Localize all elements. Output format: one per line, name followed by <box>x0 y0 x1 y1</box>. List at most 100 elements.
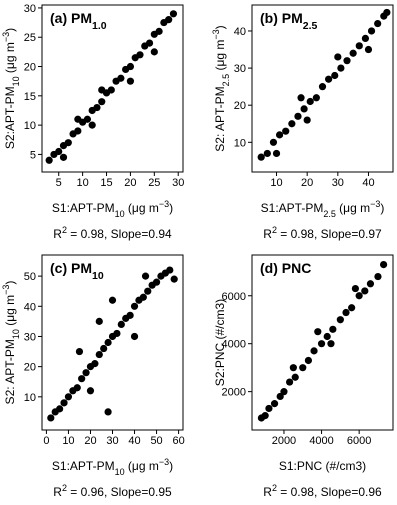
y-tick-label: 5 <box>30 149 36 161</box>
x-axis-label: S1:PNC (#/cm3) <box>279 459 366 473</box>
plot-frame <box>41 4 184 173</box>
y-axis-label-part: S2: APT-PM <box>3 339 17 404</box>
stats-label: R2 = 0.98, Slope=0.96 <box>263 483 382 499</box>
point <box>323 332 331 341</box>
point <box>91 360 99 368</box>
x-tick-label: 10 <box>270 177 282 189</box>
x-axis-label-part: (μg m <box>125 459 159 473</box>
stats-label-part: = 0.98, Slope=0.94 <box>67 227 172 241</box>
point <box>45 156 53 164</box>
y-axis-label-part: ) <box>3 28 17 32</box>
point <box>367 27 376 35</box>
y-axis-label: S2: APT-PM2.5 (μg m−3) <box>211 25 231 151</box>
panel-title-part: 1.0 <box>92 20 107 32</box>
x-tick-label: 25 <box>148 177 160 189</box>
point <box>374 19 382 28</box>
point <box>331 71 339 80</box>
y-tick-label: 30 <box>24 331 36 343</box>
point <box>144 287 152 295</box>
point <box>93 103 101 112</box>
y-axis-label-part: (μg m <box>3 295 17 329</box>
stats-label-part: 2 <box>62 225 67 235</box>
y-axis-label: S2: APT-PM10 (μg m−3) <box>1 281 21 405</box>
x-axis-label-part: S1:PNC (#/cm3) <box>279 459 366 473</box>
y-axis-label-part: ) <box>213 25 227 29</box>
panel-title: (d) PNC <box>260 260 311 276</box>
point <box>327 340 335 348</box>
point <box>64 139 72 147</box>
point <box>312 94 320 102</box>
point <box>74 115 82 123</box>
point <box>108 296 117 304</box>
point <box>150 48 158 56</box>
point <box>64 393 73 401</box>
point <box>348 304 356 312</box>
plot-frame <box>251 4 394 173</box>
point <box>300 105 308 113</box>
point <box>166 266 174 274</box>
point <box>269 138 278 146</box>
point <box>130 332 139 341</box>
point <box>170 275 178 283</box>
point <box>310 347 318 355</box>
point <box>257 153 265 161</box>
x-tick-label: 4000 <box>309 435 333 447</box>
point <box>265 404 273 413</box>
y-axis-label: S2:APT-PM10 (μg m−3) <box>1 28 21 149</box>
point <box>261 412 269 420</box>
point <box>306 97 314 106</box>
x-axis-label-part: 2.5 <box>323 209 336 219</box>
y-axis-label-part: ) <box>3 281 17 285</box>
x-axis-label-part: (μg m <box>336 201 370 215</box>
point <box>263 149 271 158</box>
stats-label: R2 = 0.96, Slope=0.95 <box>53 483 172 499</box>
y-axis-label-part: (μg m <box>3 42 17 76</box>
x-tick-label: 10 <box>77 177 89 189</box>
y-tick-label: 20 <box>24 62 36 74</box>
x-axis-label: S1:APT-PM10 (μg m−3) <box>52 457 173 477</box>
stats-label: R2 = 0.98, Slope=0.94 <box>53 225 172 241</box>
point <box>351 284 359 293</box>
point <box>83 115 92 123</box>
point <box>86 387 95 395</box>
point <box>282 127 290 135</box>
y-tick-label: 6000 <box>222 291 246 303</box>
point <box>325 75 333 83</box>
y-tick-label: 2000 <box>222 387 246 399</box>
point <box>56 405 64 413</box>
panel-title: (c) PM10 <box>50 260 104 282</box>
y-axis-label-part: S2: APT-PM <box>213 86 227 151</box>
point <box>383 8 391 17</box>
point <box>165 16 173 24</box>
point <box>155 27 163 35</box>
x-tick-label: 40 <box>128 435 140 447</box>
x-axis-label-part: S1:APT-PM <box>261 201 324 215</box>
point <box>355 292 363 300</box>
x-tick-label: 6000 <box>347 435 371 447</box>
point <box>349 49 357 57</box>
panel-title-part: (d) PNC <box>260 260 311 276</box>
point <box>59 153 68 161</box>
point <box>317 340 326 348</box>
y-axis-label-part: −3 <box>1 285 11 295</box>
y-axis-label-part: (μg m <box>213 40 227 74</box>
y-tick-label: 4000 <box>222 339 246 351</box>
y-axis-label-part: −3 <box>1 32 11 42</box>
x-tick-label: 15 <box>100 177 112 189</box>
stats-label-part: = 0.96, Slope=0.95 <box>67 485 172 499</box>
point <box>60 399 68 407</box>
plot-frame <box>251 254 394 431</box>
point <box>272 149 281 158</box>
y-tick-label: 20 <box>24 362 36 374</box>
x-axis-label-part: S1:APT-PM <box>52 459 115 473</box>
y-tick-label: 50 <box>24 271 36 283</box>
point <box>95 350 103 359</box>
x-axis-label-part: 10 <box>115 467 125 477</box>
point <box>294 112 302 120</box>
point <box>104 338 112 347</box>
point <box>374 272 382 281</box>
point <box>130 302 139 310</box>
point <box>329 325 337 333</box>
panel-title: (a) PM1.0 <box>50 10 107 32</box>
x-tick-label: 20 <box>84 435 96 447</box>
